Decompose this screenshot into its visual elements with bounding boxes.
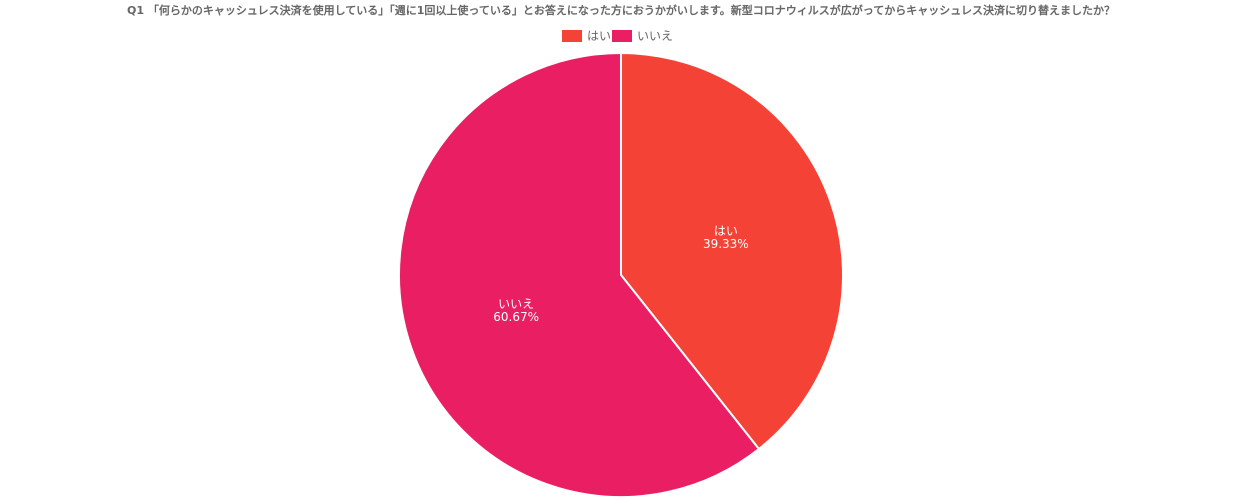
legend-label: はい [587, 29, 611, 43]
pie-slice [620, 51, 844, 451]
pie-slice [398, 51, 761, 498]
slice-value-label: 60.67% [493, 310, 539, 324]
legend-label: いいえ [637, 29, 673, 43]
chart-title: Q1 「何らかのキャッシュレス決済を使用している」「週に1回以上使っている」とお… [127, 3, 1115, 17]
slice-value-label: 39.33% [703, 237, 749, 251]
slice-category-label: はい [714, 224, 738, 238]
legend-swatch [612, 30, 632, 42]
legend-swatch [562, 30, 582, 42]
slice-category-label: いいえ [498, 297, 534, 311]
